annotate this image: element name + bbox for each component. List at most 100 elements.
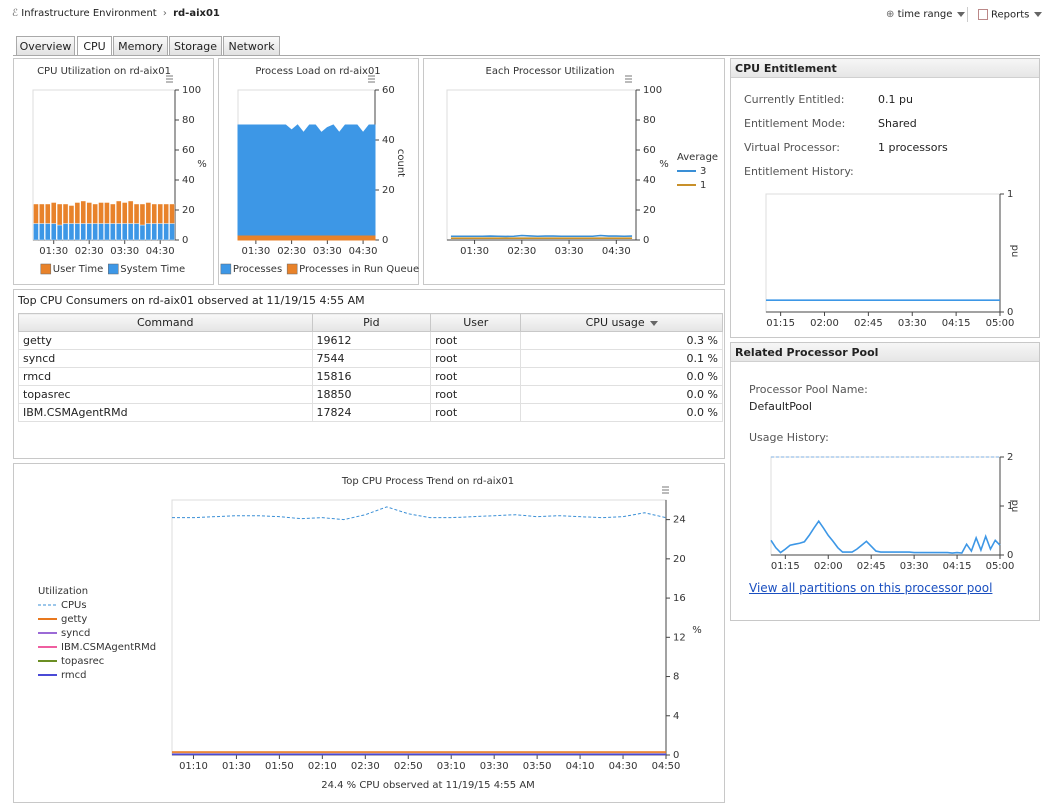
bar [62,223,69,241]
plot-frame [171,499,667,756]
entitlement-title: CPU Entitlement [731,59,1039,78]
y-tick-label: 40 [643,175,656,186]
x-tick-label: 01:15 [771,561,800,572]
table-header-row: Command Pid User CPU usage [18,313,723,332]
bar [133,223,140,241]
time-icon: ⊕ [886,9,895,20]
top-consumers-panel: Top CPU Consumers on rd-aix01 observed a… [13,289,725,459]
entitlement-history-label: Entitlement History: [744,165,854,178]
column-header[interactable]: CPU usage [520,313,723,332]
table-cell: IBM.CSMAgentRMd [18,403,313,422]
x-tick-label: 02:45 [854,318,883,329]
y-tick-label: 0 [643,235,649,246]
legend-swatch [220,263,232,275]
y-tick-label: 80 [643,115,656,126]
column-header[interactable]: User [430,313,522,332]
table-body: getty 19612 root 0.3 % syncd 7544 root 0.1 % rmc… [18,331,723,422]
x-tick-label: 04:15 [943,561,972,572]
bar [56,203,63,226]
bar [169,223,175,241]
column-header[interactable]: Command [18,313,313,332]
x-tick-label: 02:30 [75,246,104,257]
y-tick-label: 40 [382,135,395,146]
bar [33,223,39,241]
chart-title: Each Processor Utilization [486,66,615,77]
time-range-button[interactable]: ⊕ time range [886,9,966,20]
bar [145,202,152,224]
plot-frame [765,193,1001,313]
area [237,124,376,236]
legend-label: System Time [120,264,185,275]
bar [56,224,63,241]
breadcrumb-root[interactable]: Infrastructure Environment [21,8,157,19]
x-tick-label: 01:30 [241,246,270,257]
x-tick-label: 01:15 [766,318,795,329]
pool-link[interactable]: View all partitions on this processor po… [749,581,993,595]
bar [104,223,110,241]
y-tick-label: 80 [182,115,195,126]
x-tick-label: 02:10 [308,761,337,772]
y-tick-label: 0 [673,750,679,761]
entitlement-panel: CPU Entitlement Currently Entitled: 0.1 p… [730,58,1040,338]
reports-button[interactable]: Reports [978,9,1043,21]
table-cell: root [430,331,522,350]
x-tick-label: 02:45 [857,561,886,572]
tab[interactable]: Overview [16,36,75,55]
time-range-label: time range [897,9,953,20]
bar [121,223,128,241]
tab[interactable]: CPU [77,36,112,56]
legend-label: CPUs [61,600,87,611]
bar [45,223,51,241]
x-tick-label: 03:50 [523,761,552,772]
x-tick-label: 04:30 [349,246,378,257]
table-row: IBM.CSMAgentRMd 17824 root 0.0 % [18,403,723,422]
bar [33,203,39,224]
field-value: 0.1 pu [878,93,913,106]
sort-icon [649,320,658,326]
y-tick-label: 1 [1007,501,1013,512]
x-tick-label: 05:00 [986,561,1015,572]
x-tick-label: 02:50 [394,761,423,772]
bar [86,223,92,241]
breadcrumb-separator: › [162,8,167,19]
bar [110,223,116,241]
bar [50,202,57,224]
y-tick-label: 60 [643,145,656,156]
tab[interactable]: Storage [169,36,222,55]
legend-label: topasrec [61,656,104,667]
legend-label: Processes in Run Queue [299,264,419,275]
bar [139,224,146,241]
header-separator [967,7,968,22]
table-cell: 15816 [311,367,432,386]
field-value: Shared [878,117,917,130]
breadcrumb: ℰ Infrastructure Environment › rd-aix01 [12,8,220,19]
x-tick-label: 02:00 [814,561,843,572]
legend-label: syncd [61,628,90,639]
table-cell: 0.0 % [520,403,723,422]
x-tick-label: 03:30 [555,246,584,257]
reports-icon [978,9,988,20]
pool-name-label: Processor Pool Name: [749,383,868,396]
bar [163,203,169,224]
pool-name: DefaultPool [749,400,812,413]
bar [98,223,104,241]
tab[interactable]: Network [223,36,280,55]
bar [157,223,163,241]
y-tick-label: 0 [182,235,188,246]
usage-history-label: Usage History: [749,431,829,444]
x-tick-label: 03:10 [437,761,466,772]
tab[interactable]: Memory [113,36,168,55]
y-tick-label: 2 [1007,452,1013,463]
y-tick-label: 20 [382,185,395,196]
bar [127,200,134,224]
bar [92,203,98,224]
bar [104,202,110,224]
chart-title: CPU Utilization on rd-aix01 [37,66,171,77]
y-axis-label: % [197,159,207,170]
legend-swatch [286,263,298,275]
field-value: 1 processors [878,141,948,154]
chart-footer: 24.4 % CPU observed at 11/19/15 4:55 AM [321,780,535,791]
y-axis-label: pu [1009,245,1020,258]
bar [163,223,169,241]
column-header[interactable]: Pid [311,313,432,332]
